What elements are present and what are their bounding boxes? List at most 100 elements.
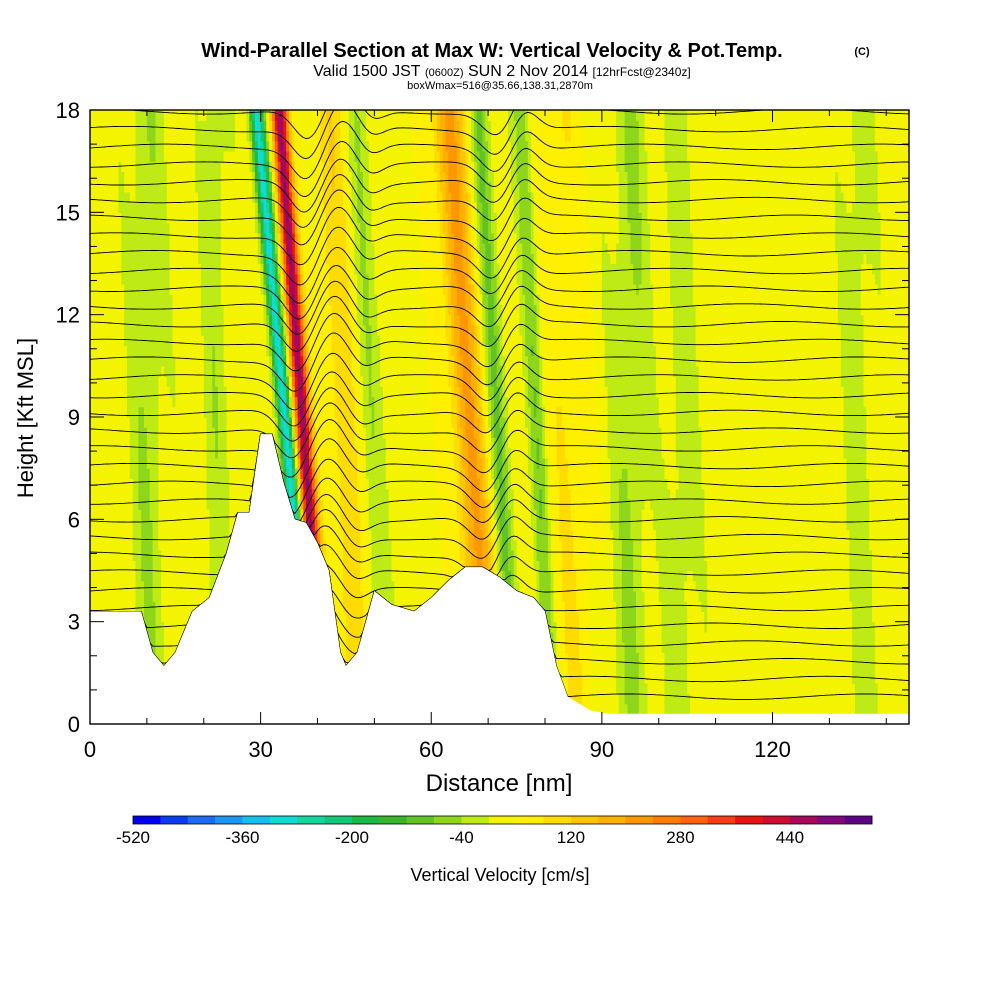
field-cell	[354, 345, 358, 449]
field-cell	[840, 191, 845, 387]
field-cell	[527, 191, 532, 408]
field-cell	[436, 212, 441, 500]
field-cell	[274, 253, 279, 265]
field-cell	[254, 191, 259, 203]
field-cell	[294, 284, 299, 306]
field-cell	[260, 243, 264, 254]
field-cell	[274, 284, 279, 295]
field-cell	[621, 468, 626, 643]
field-cell	[291, 406, 296, 418]
field-cell	[274, 191, 279, 203]
colorbar-swatch	[762, 816, 791, 824]
field-cell	[286, 365, 290, 377]
field-cell	[368, 406, 373, 531]
field-cell	[590, 110, 594, 326]
field-cell	[488, 539, 492, 582]
field-cell	[311, 110, 316, 162]
field-cell	[650, 509, 654, 724]
field-cell	[212, 345, 216, 428]
field-cell	[624, 110, 628, 172]
field-cell	[289, 191, 293, 203]
field-cell	[701, 110, 705, 490]
field-cell	[593, 550, 597, 724]
chart-subtitle: Valid 1500 JST (0600Z) SUN 2 Nov 2014 [1…	[313, 63, 691, 80]
field-cell	[291, 468, 296, 479]
field-cell	[283, 150, 287, 183]
field-cell	[195, 110, 199, 193]
field-cell	[127, 191, 131, 418]
field-cell	[127, 417, 131, 724]
field-cell	[314, 478, 319, 490]
field-cell	[272, 171, 276, 183]
isentrope-line	[90, 433, 909, 559]
field-cell	[485, 417, 489, 459]
field-cell	[274, 150, 279, 162]
field-cell	[309, 406, 313, 418]
field-cell	[283, 212, 287, 234]
field-cell	[297, 202, 301, 234]
field-cell	[272, 202, 276, 213]
field-cell	[360, 273, 364, 377]
field-cell	[863, 406, 867, 724]
field-cell	[636, 110, 640, 121]
field-cell	[653, 110, 657, 346]
field-cell	[465, 437, 469, 510]
field-cell	[289, 253, 293, 265]
field-cell	[280, 335, 284, 346]
field-cell	[874, 683, 879, 724]
field-cell	[837, 324, 842, 724]
field-cell	[510, 488, 515, 551]
field-cell	[562, 427, 566, 602]
field-cell	[343, 110, 347, 142]
field-cell	[306, 519, 310, 531]
field-cell	[280, 457, 284, 469]
field-cell	[527, 130, 532, 193]
x-tick-label: 30	[248, 737, 272, 762]
field-cell	[542, 457, 546, 664]
field-cell	[274, 263, 279, 275]
field-cell	[280, 110, 284, 142]
field-cell	[471, 161, 475, 203]
field-cell	[252, 140, 256, 152]
field-cell	[249, 110, 253, 121]
y-tick-label: 15	[56, 200, 80, 225]
field-cell	[471, 324, 475, 398]
isentrope-line	[90, 280, 909, 335]
x-tick-label: 60	[419, 737, 443, 762]
field-cell	[482, 110, 486, 152]
field-cell	[485, 457, 489, 500]
field-cell	[536, 468, 540, 561]
field-cell	[266, 284, 270, 295]
field-cell	[161, 110, 165, 367]
field-cell	[641, 509, 646, 592]
field-cell	[274, 140, 279, 152]
field-cell	[493, 519, 498, 551]
field-cell	[297, 509, 301, 520]
field-cell	[294, 417, 299, 428]
field-cell	[880, 110, 884, 724]
y-tick-label: 12	[56, 303, 80, 328]
field-cell	[508, 110, 512, 142]
field-cell	[692, 580, 697, 724]
field-cell	[129, 202, 134, 479]
field-cell	[291, 232, 296, 254]
field-cell	[545, 457, 549, 520]
field-cell	[186, 110, 191, 724]
colorbar-swatch	[461, 816, 490, 824]
field-cell	[587, 273, 592, 531]
field-cell	[485, 140, 489, 203]
field-cell	[613, 601, 617, 724]
field-cell	[163, 110, 168, 162]
field-cell	[567, 110, 572, 142]
field-cell	[391, 110, 395, 582]
field-cell	[155, 110, 159, 724]
field-cell	[343, 212, 347, 613]
field-cell	[493, 488, 498, 520]
field-cell	[252, 120, 256, 142]
field-cell	[203, 110, 208, 121]
field-cell	[698, 601, 702, 724]
field-cell	[269, 171, 273, 183]
colorbar-swatch	[434, 816, 462, 824]
field-cell	[274, 386, 279, 398]
x-axis-label: Distance [nm]	[426, 770, 573, 797]
